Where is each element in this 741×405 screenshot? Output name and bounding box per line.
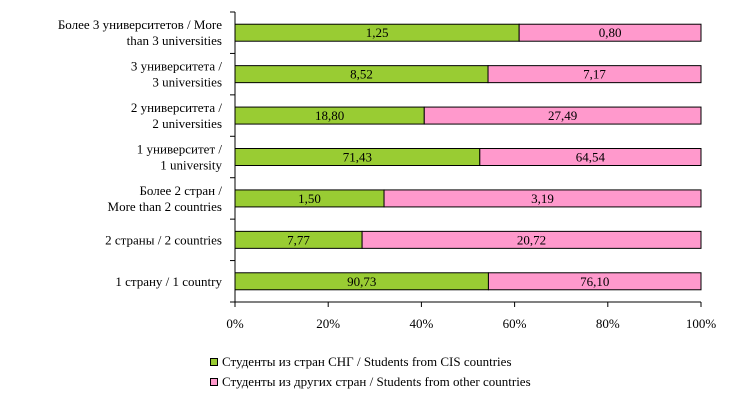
bar-other-1 <box>487 65 702 84</box>
bar-label-cis-6: 90,73 <box>347 274 376 289</box>
x-tick-label-3: 60% <box>503 316 527 331</box>
bar-label-other-4: 3,19 <box>531 191 554 206</box>
category-label-0-0: Более 3 университетов / More <box>58 17 222 32</box>
category-label-6-0: 1 страну / 1 country <box>115 274 222 289</box>
category-label-2-1: 2 universities <box>152 116 222 131</box>
bar-other-6 <box>487 272 702 291</box>
bar-other-5 <box>361 230 702 249</box>
category-label-3-1: 1 university <box>160 158 222 173</box>
category-label-5-0: 2 страны / 2 countries <box>105 232 222 247</box>
bar-label-cis-0: 1,25 <box>366 25 389 40</box>
legend-label-cis: Студенты из стран СНГ / Students from CI… <box>222 354 512 369</box>
x-tick-label-5: 100% <box>686 316 717 331</box>
bar-label-cis-5: 7,77 <box>287 232 310 247</box>
x-tick-label-2: 40% <box>409 316 433 331</box>
legend-item-cis: Студенты из стран СНГ / Students from CI… <box>210 352 531 372</box>
legend-swatch-cis <box>210 358 218 366</box>
category-label-0-1: than 3 universities <box>127 33 222 48</box>
category-label-4-0: Более 2 стран / <box>139 183 222 198</box>
category-label-1-0: 3 университета / <box>131 59 223 74</box>
bar-other-0 <box>518 23 702 42</box>
category-label-3-0: 1 университет / <box>137 142 223 157</box>
bar-label-other-3: 64,54 <box>576 150 606 165</box>
bar-other-3 <box>479 148 702 166</box>
bar-label-cis-1: 8,52 <box>350 67 373 82</box>
legend-label-other: Студенты из других стран / Students from… <box>222 374 531 389</box>
x-tick-label-4: 80% <box>596 316 620 331</box>
category-label-2-0: 2 университета / <box>131 100 223 115</box>
bar-label-other-5: 20,72 <box>517 232 546 247</box>
category-label-1-1: 3 universities <box>152 75 222 90</box>
bar-label-cis-2: 18,80 <box>315 108 344 123</box>
bar-other-2 <box>423 106 702 125</box>
bar-label-cis-3: 71,43 <box>343 150 372 165</box>
legend-item-other: Студенты из других стран / Students from… <box>210 372 531 392</box>
bar-label-other-2: 27,49 <box>548 108 577 123</box>
legend-swatch-other <box>210 378 218 386</box>
category-label-4-1: More than 2 countries <box>108 199 222 214</box>
bar-label-cis-4: 1,50 <box>298 191 321 206</box>
x-tick-label-1: 20% <box>316 316 340 331</box>
bar-other-4 <box>383 189 702 208</box>
bar-label-other-1: 7,17 <box>583 67 606 82</box>
bar-label-other-0: 0,80 <box>599 25 622 40</box>
legend: Студенты из стран СНГ / Students from CI… <box>210 352 531 392</box>
x-tick-label-0: 0% <box>226 316 244 331</box>
bar-label-other-6: 76,10 <box>580 274 609 289</box>
